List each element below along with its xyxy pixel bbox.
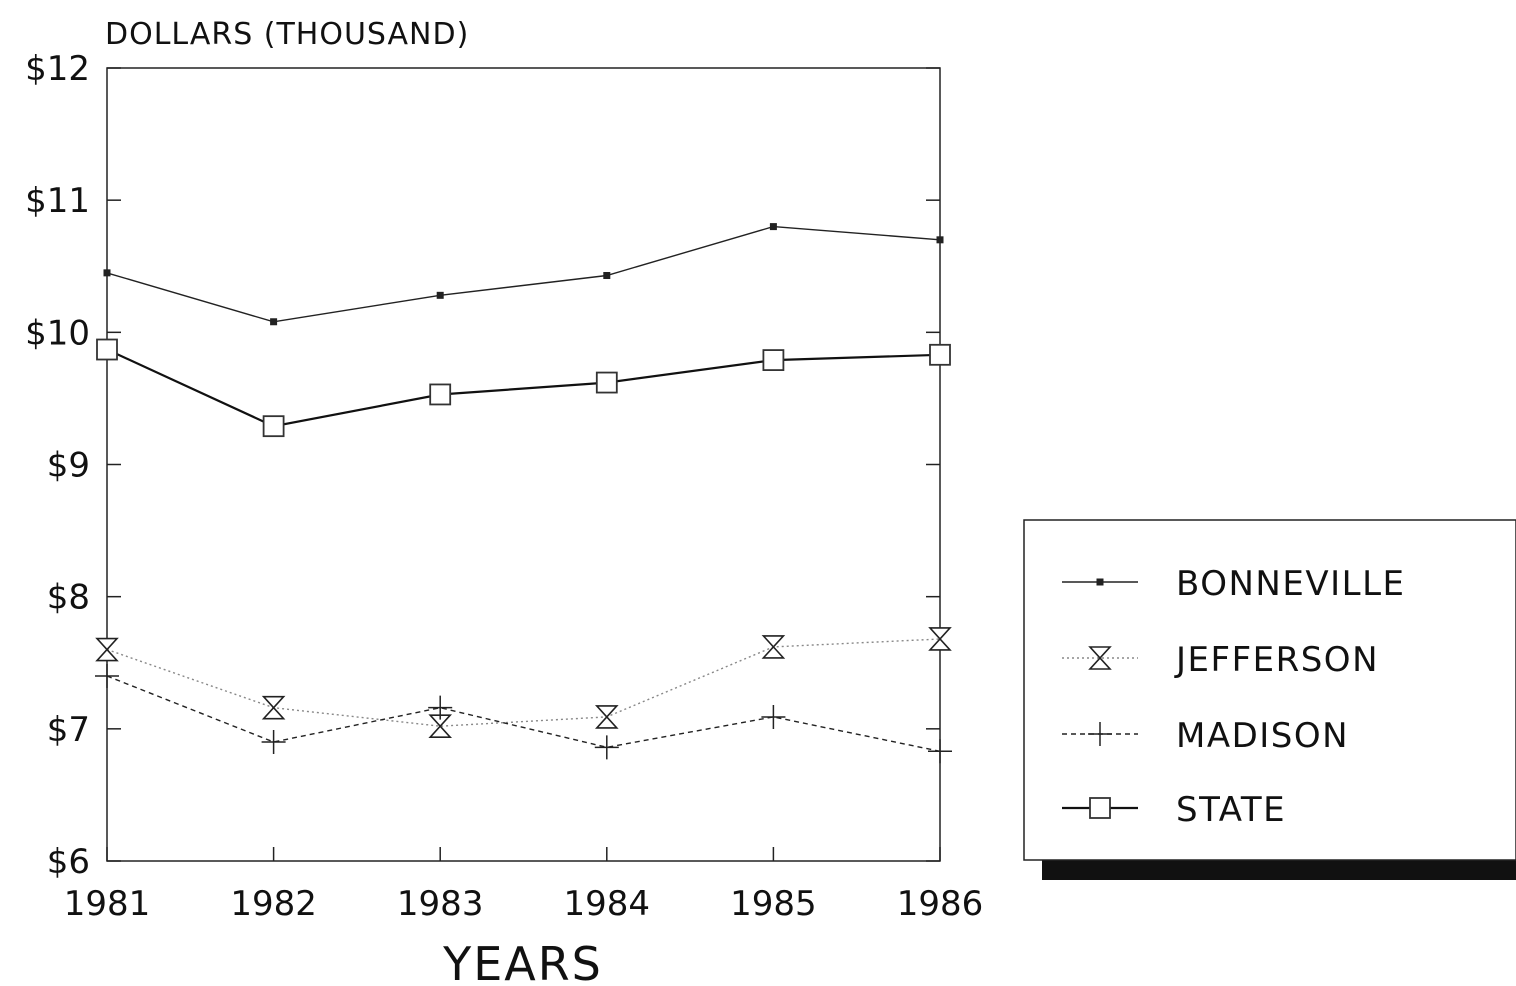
legend-label: JEFFERSON xyxy=(1174,640,1379,680)
x-tick-label: 1985 xyxy=(730,884,817,924)
x-tick-label: 1982 xyxy=(230,884,317,924)
data-point xyxy=(1088,722,1112,746)
data-point xyxy=(261,695,286,720)
data-point xyxy=(95,663,119,688)
data-point xyxy=(594,705,619,729)
legend-item-jefferson: JEFFERSON xyxy=(1062,640,1379,680)
series-line xyxy=(106,348,941,428)
data-point xyxy=(429,383,452,406)
legend-item-state: STATE xyxy=(1062,790,1286,830)
series-line xyxy=(106,638,941,727)
series-bonneville xyxy=(103,223,944,326)
data-point xyxy=(1089,797,1111,819)
series-line xyxy=(106,225,941,323)
series-layer xyxy=(95,223,952,764)
legend-label: BONNEVILLE xyxy=(1176,564,1406,604)
data-point xyxy=(96,338,118,361)
data-point xyxy=(436,291,444,299)
x-axis: 1981 1982 1983 1984 1985 1986 xyxy=(64,847,984,924)
data-point xyxy=(769,223,777,231)
x-tick-label: 1983 xyxy=(397,884,484,924)
data-point xyxy=(928,627,952,651)
legend: BONNEVILLE JEFFERSON MADISON STATE xyxy=(1023,519,1516,880)
series-jefferson xyxy=(95,627,952,738)
data-point xyxy=(261,730,286,755)
data-point xyxy=(928,739,952,764)
data-point xyxy=(595,371,618,394)
data-point xyxy=(761,635,786,659)
y-axis: $6 $7 $8 $9 $10 $11 $12 xyxy=(25,49,940,882)
y-tick-label: $6 xyxy=(47,842,90,882)
y-tick-label: $12 xyxy=(25,49,90,89)
data-point xyxy=(761,704,786,729)
data-point xyxy=(762,349,785,371)
y-tick-label: $7 xyxy=(47,710,90,750)
data-point xyxy=(270,318,278,326)
legend-item-bonneville: BONNEVILLE xyxy=(1062,564,1406,604)
legend-label: STATE xyxy=(1176,790,1286,830)
data-point xyxy=(936,236,944,244)
data-point xyxy=(594,735,619,760)
x-tick-label: 1981 xyxy=(64,884,151,924)
data-point xyxy=(428,714,453,738)
y-axis-label: DOLLARS (THOUSAND) xyxy=(105,17,469,52)
legend-label: MADISON xyxy=(1176,716,1349,756)
legend-item-madison: MADISON xyxy=(1062,716,1349,756)
series-madison xyxy=(95,663,952,764)
data-point xyxy=(95,637,119,662)
y-tick-label: $9 xyxy=(47,446,90,486)
y-tick-label: $8 xyxy=(47,578,90,618)
y-tick-label: $11 xyxy=(25,181,90,221)
data-point xyxy=(1096,578,1104,586)
x-tick-label: 1986 xyxy=(897,884,984,924)
series-state xyxy=(96,338,951,438)
data-point xyxy=(103,269,111,277)
plot-area-frame xyxy=(106,67,941,862)
data-point xyxy=(1088,646,1112,670)
legend-shadow xyxy=(1042,860,1516,880)
series-line xyxy=(106,675,941,752)
y-tick-label: $10 xyxy=(25,313,90,353)
data-point xyxy=(428,695,453,720)
data-point xyxy=(929,343,951,366)
x-axis-label: YEARS xyxy=(442,937,603,986)
data-point xyxy=(262,415,285,438)
x-tick-label: 1984 xyxy=(564,884,651,924)
data-point xyxy=(603,272,611,280)
